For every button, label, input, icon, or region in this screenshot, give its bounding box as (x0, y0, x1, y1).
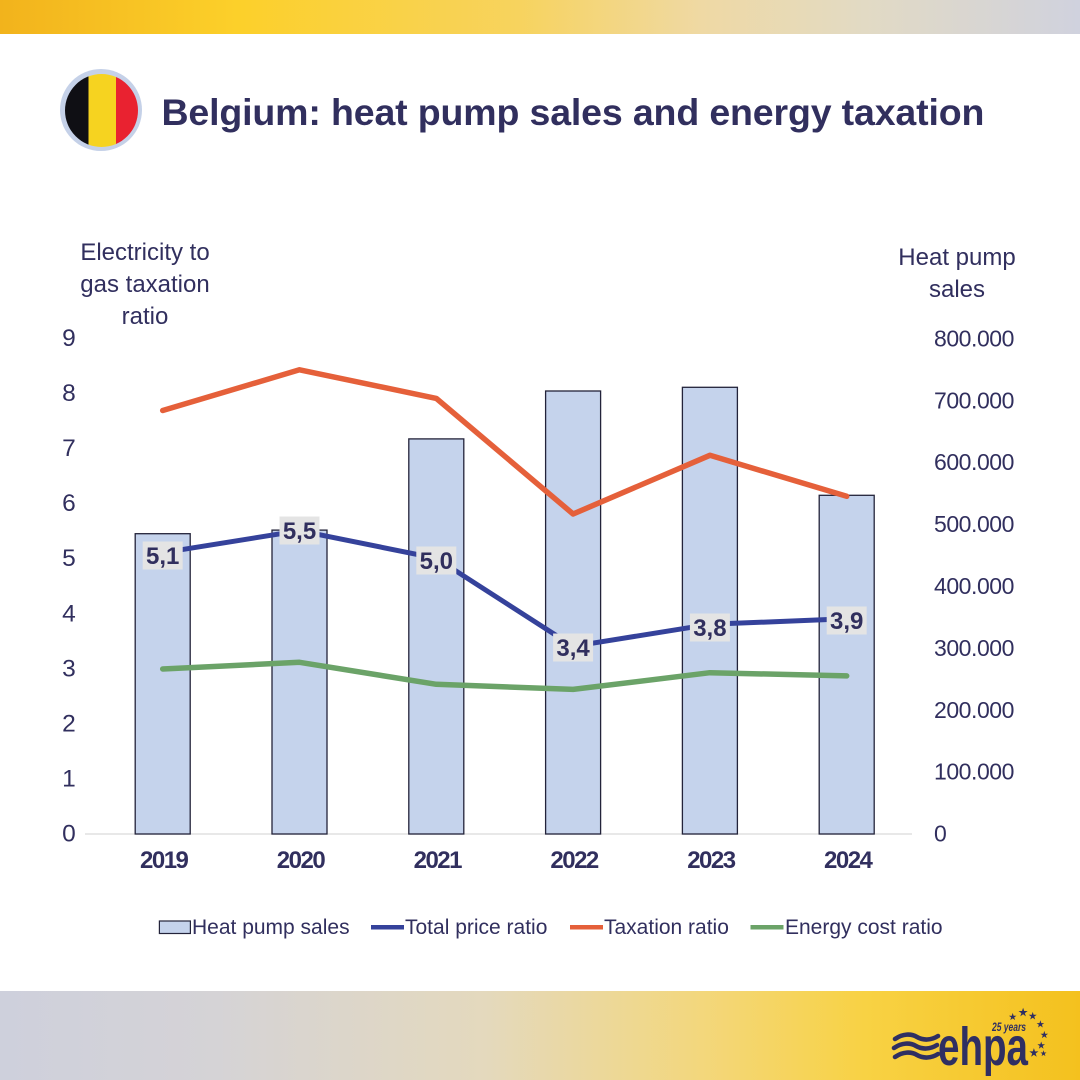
svg-text:2023: 2023 (687, 847, 736, 874)
svg-text:200.000: 200.000 (934, 697, 1014, 723)
svg-text:2019: 2019 (140, 847, 189, 874)
svg-text:7: 7 (62, 435, 76, 462)
svg-text:5,0: 5,0 (420, 548, 453, 575)
svg-text:Taxation ratio: Taxation ratio (604, 916, 729, 939)
svg-text:3,9: 3,9 (830, 608, 863, 635)
svg-text:5: 5 (62, 545, 76, 572)
svg-text:2024: 2024 (824, 847, 874, 874)
svg-text:Heat pump: Heat pump (898, 244, 1015, 271)
svg-text:Total price ratio: Total price ratio (405, 916, 547, 939)
svg-text:0: 0 (62, 821, 76, 848)
svg-text:5,1: 5,1 (146, 543, 179, 570)
svg-text:4: 4 (62, 600, 76, 627)
svg-text:9: 9 (62, 325, 76, 352)
svg-text:100.000: 100.000 (934, 759, 1014, 785)
svg-text:3,4: 3,4 (556, 635, 590, 662)
svg-text:Electricity to: Electricity to (80, 239, 209, 266)
svg-text:0: 0 (934, 821, 946, 847)
svg-text:2: 2 (62, 710, 76, 737)
svg-text:3,8: 3,8 (693, 615, 726, 642)
svg-text:2022: 2022 (550, 847, 599, 874)
svg-text:1: 1 (62, 766, 76, 793)
svg-text:300.000: 300.000 (934, 635, 1014, 661)
svg-text:gas taxation: gas taxation (80, 271, 209, 298)
svg-text:ratio: ratio (122, 303, 169, 330)
svg-text:Heat pump sales: Heat pump sales (192, 916, 350, 939)
svg-text:Energy cost ratio: Energy cost ratio (785, 916, 943, 939)
svg-text:sales: sales (929, 276, 985, 303)
svg-text:2021: 2021 (414, 847, 463, 874)
svg-text:3: 3 (62, 655, 76, 682)
svg-text:400.000: 400.000 (934, 573, 1014, 599)
svg-text:5,5: 5,5 (283, 518, 316, 545)
svg-text:500.000: 500.000 (934, 511, 1014, 537)
svg-text:800.000: 800.000 (934, 326, 1014, 352)
svg-text:700.000: 700.000 (934, 387, 1014, 413)
svg-text:25 years: 25 years (991, 1022, 1026, 1034)
svg-text:2020: 2020 (277, 847, 326, 874)
svg-text:600.000: 600.000 (934, 449, 1014, 475)
svg-text:8: 8 (62, 380, 76, 407)
svg-text:ehpa: ehpa (938, 1017, 1029, 1077)
svg-text:6: 6 (62, 490, 76, 517)
